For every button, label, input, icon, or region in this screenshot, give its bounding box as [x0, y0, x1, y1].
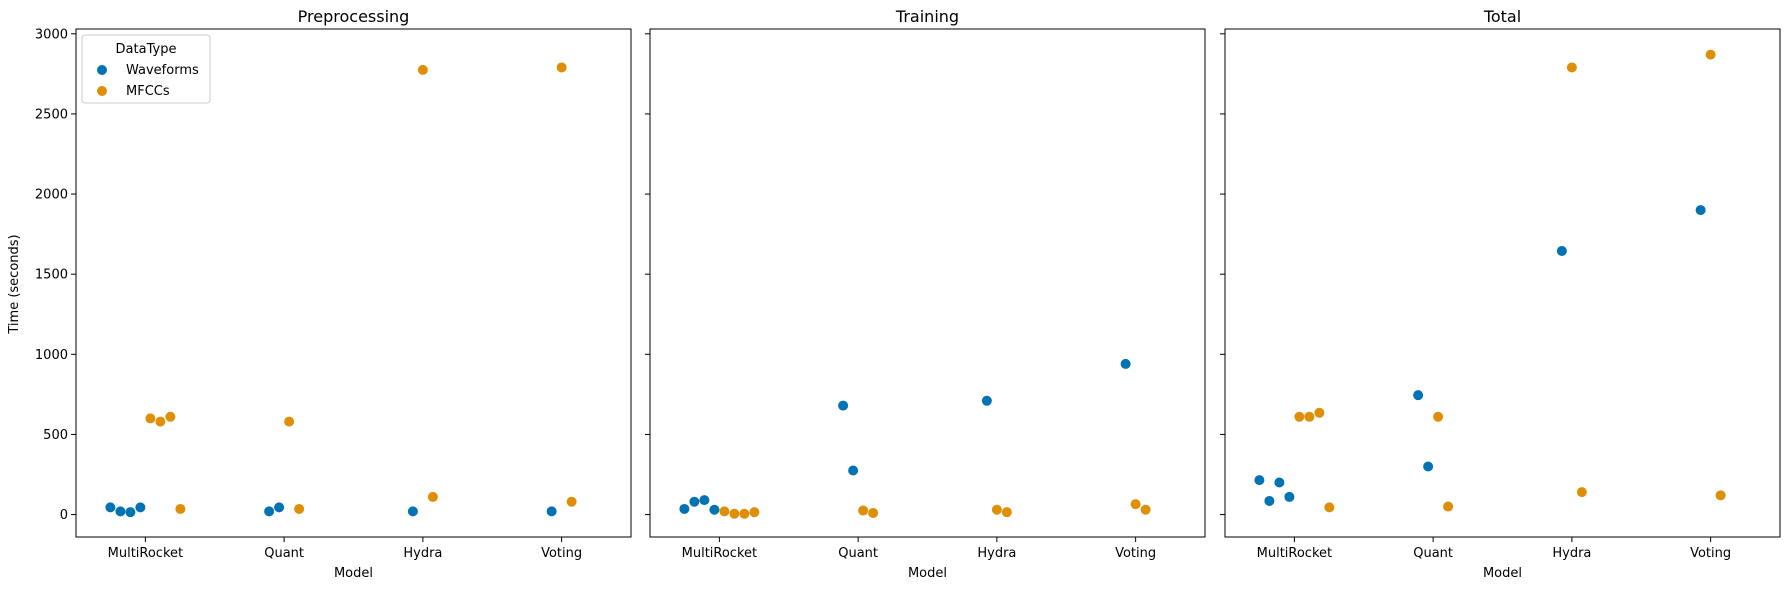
- x-tick-label: Quant: [1413, 546, 1453, 561]
- y-tick-label: 0: [60, 508, 68, 523]
- data-point-waveforms: [105, 502, 116, 513]
- legend-marker-mfccs: [97, 86, 107, 96]
- y-tick-label: 2000: [35, 188, 68, 203]
- x-tick-label: Hydra: [1552, 546, 1591, 561]
- data-point-waveforms: [848, 465, 859, 476]
- data-point-mfccs: [991, 504, 1002, 515]
- data-point-waveforms: [1423, 461, 1434, 472]
- y-tick-label: 3000: [35, 27, 68, 42]
- data-point-waveforms: [135, 502, 146, 513]
- data-point-waveforms: [125, 507, 136, 518]
- data-point-waveforms: [115, 506, 126, 517]
- data-point-waveforms: [679, 503, 690, 514]
- data-point-mfccs: [1324, 502, 1335, 513]
- data-point-waveforms: [699, 495, 710, 506]
- x-tick-label: Quant: [838, 546, 878, 561]
- data-point-mfccs: [1443, 501, 1454, 512]
- plot-frame: [1224, 28, 1781, 538]
- panel-preprocessing: Preprocessing 0 500 1000 1500 2000 2500 3000 Mul…: [35, 7, 632, 581]
- data-point-mfccs: [1566, 62, 1577, 73]
- data-point-mfccs: [155, 416, 166, 427]
- data-point-waveforms: [1556, 245, 1567, 256]
- x-tick-label: Quant: [264, 546, 304, 561]
- data-point-mfccs: [1130, 499, 1141, 510]
- data-point-waveforms: [1695, 205, 1706, 216]
- data-point-waveforms: [1264, 495, 1275, 506]
- x-tick-label: Voting: [1690, 546, 1731, 561]
- data-point-mfccs: [868, 507, 879, 518]
- data-point-mfccs: [556, 62, 567, 73]
- x-tick-label: Voting: [1115, 546, 1156, 561]
- x-tick-label: Hydra: [403, 546, 442, 561]
- chart-panels: Preprocessing 0 500 1000 1500 2000 2500 3000 Mul…: [35, 7, 1781, 581]
- data-point-mfccs: [1294, 411, 1305, 422]
- data-point-mfccs: [729, 508, 740, 519]
- legend-marker-waveforms: [97, 65, 107, 75]
- panel-title: Preprocessing: [298, 7, 410, 26]
- x-tick-label: Hydra: [977, 546, 1016, 561]
- data-point-mfccs: [294, 503, 305, 514]
- x-axis-label: Model: [334, 566, 373, 581]
- data-point-mfccs: [1715, 490, 1726, 501]
- data-point-mfccs: [566, 496, 577, 507]
- x-axis-label: Model: [1483, 566, 1522, 581]
- data-point-waveforms: [689, 496, 700, 507]
- panel-title: Total: [1483, 7, 1521, 26]
- data-point-waveforms: [1274, 477, 1285, 488]
- panel-training: Training MultiRocket Quant Hydra Voting Model: [645, 7, 1206, 581]
- x-tick-label: MultiRocket: [108, 546, 184, 561]
- plot-frame: [75, 28, 632, 538]
- legend-box: [81, 34, 211, 104]
- data-point-mfccs: [165, 411, 176, 422]
- x-axis-label: Model: [908, 566, 947, 581]
- panel-total: Total MultiRocket Quant Hydra Voting Model: [1220, 7, 1781, 581]
- data-point-mfccs: [1140, 504, 1151, 515]
- data-point-mfccs: [1705, 49, 1716, 60]
- data-point-mfccs: [1001, 507, 1012, 518]
- plot-frame: [649, 28, 1206, 538]
- data-point-mfccs: [284, 416, 295, 427]
- data-point-mfccs: [858, 505, 869, 516]
- y-tick-label: 1000: [35, 348, 68, 363]
- data-point-waveforms: [1254, 475, 1265, 486]
- data-point-mfccs: [1576, 487, 1587, 498]
- y-tick-label: 500: [43, 428, 68, 443]
- panel-title: Training: [895, 7, 959, 26]
- data-point-mfccs: [1433, 411, 1444, 422]
- data-point-waveforms: [407, 506, 418, 517]
- data-point-mfccs: [145, 413, 156, 424]
- legend: DataType Waveforms MFCCs: [81, 34, 211, 104]
- data-point-waveforms: [274, 502, 285, 513]
- data-point-mfccs: [719, 506, 730, 517]
- data-point-mfccs: [1304, 411, 1315, 422]
- data-point-waveforms: [264, 506, 275, 517]
- data-point-waveforms: [709, 504, 720, 515]
- data-point-waveforms: [981, 395, 992, 406]
- x-tick-label: MultiRocket: [1257, 546, 1333, 561]
- legend-label-mfccs: MFCCs: [126, 84, 170, 99]
- data-point-mfccs: [427, 491, 438, 502]
- x-tick-label: Voting: [541, 546, 582, 561]
- data-point-mfccs: [417, 64, 428, 75]
- y-tick-label: 2500: [35, 107, 68, 122]
- data-point-mfccs: [1314, 407, 1325, 418]
- data-point-waveforms: [1413, 390, 1424, 401]
- data-point-mfccs: [749, 507, 760, 518]
- data-point-mfccs: [175, 503, 186, 514]
- data-point-waveforms: [1284, 491, 1295, 502]
- data-point-waveforms: [838, 400, 849, 411]
- legend-label-waveforms: Waveforms: [126, 63, 199, 78]
- y-tick-label: 1500: [35, 268, 68, 283]
- x-tick-label: MultiRocket: [682, 546, 758, 561]
- y-axis-label: Time (seconds): [7, 234, 22, 334]
- legend-title: DataType: [116, 42, 177, 57]
- data-point-waveforms: [546, 506, 557, 517]
- data-point-waveforms: [1120, 358, 1131, 369]
- data-point-mfccs: [739, 508, 750, 519]
